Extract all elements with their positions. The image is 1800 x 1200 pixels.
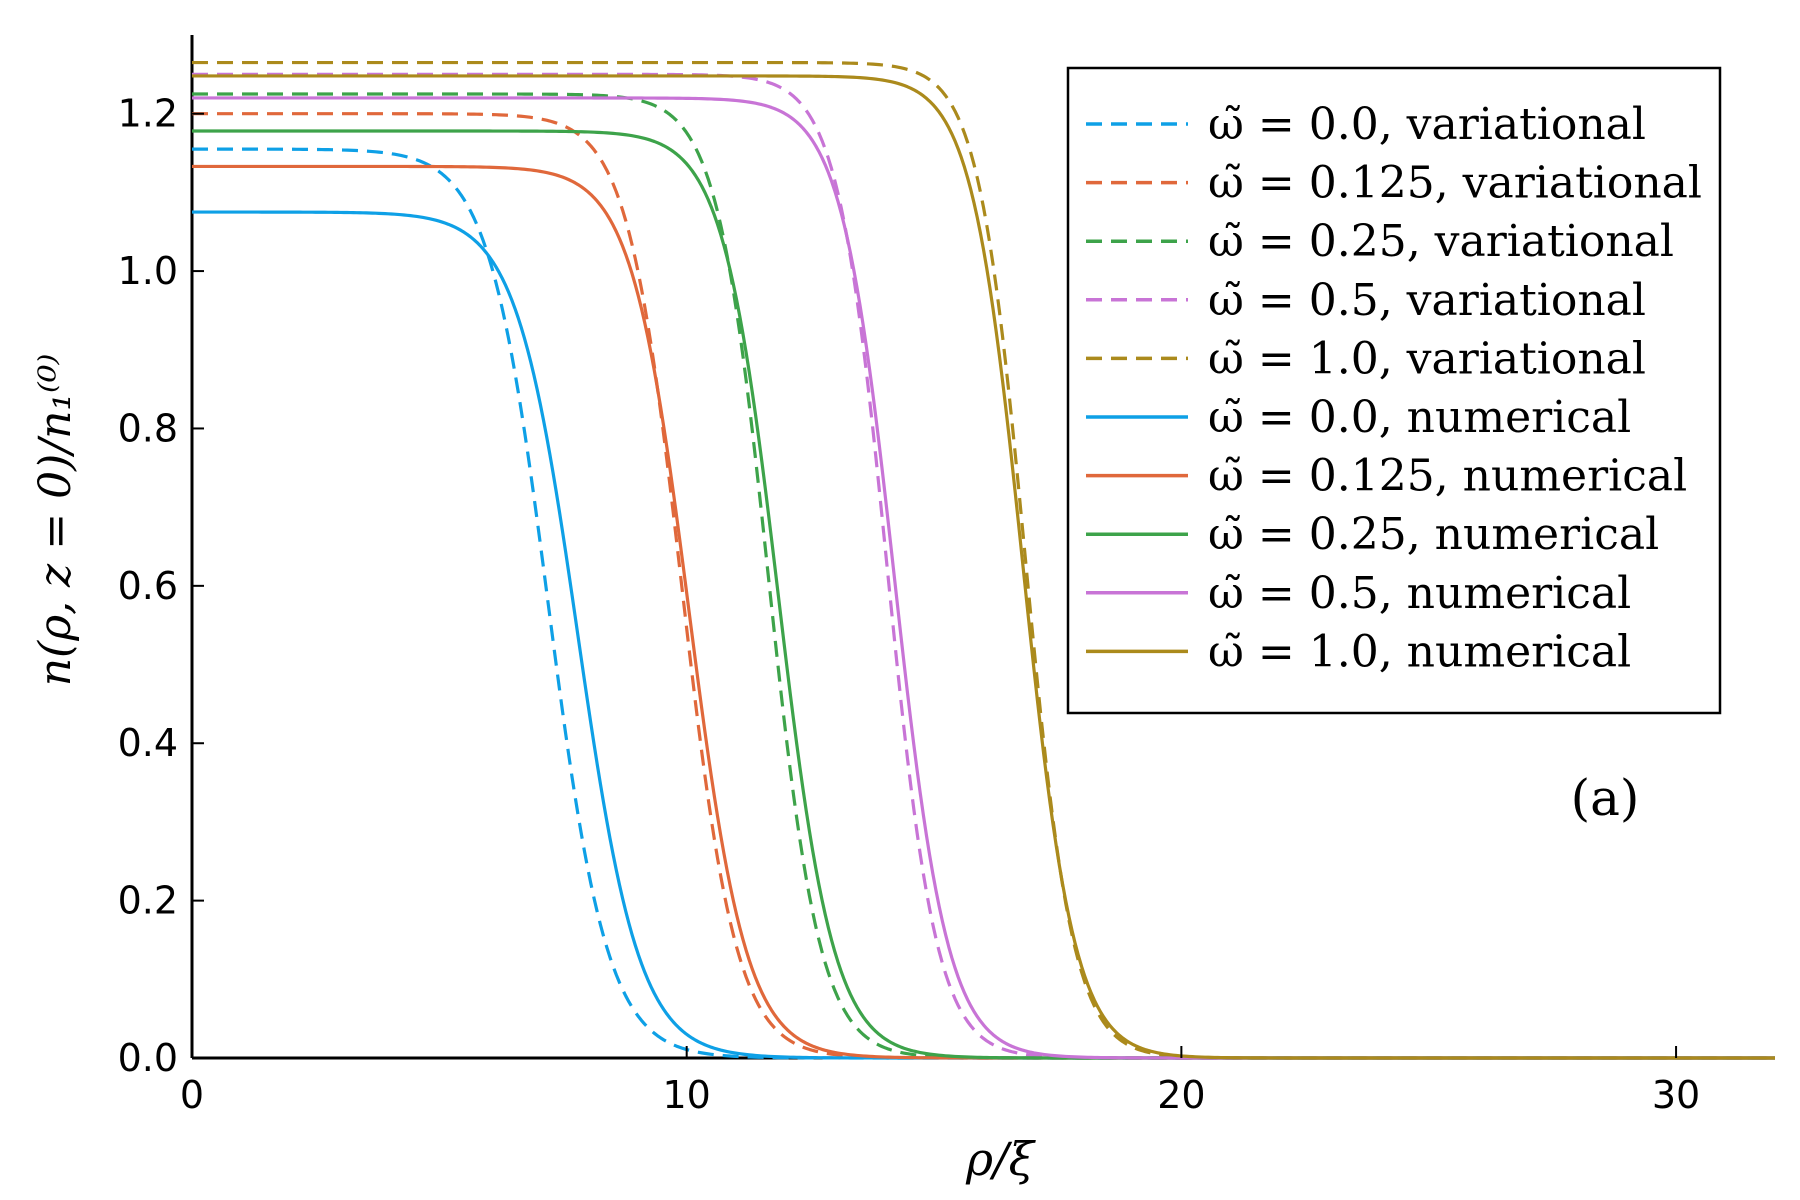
y-axis-label: n(ρ, z = 0)/n₁⁽⁰⁾ xyxy=(30,354,81,687)
legend-entry: ω̃ = 0.5, variational xyxy=(1208,275,1646,326)
x-tick-label: 20 xyxy=(1157,1073,1205,1117)
legend-entry: ω̃ = 1.0, numerical xyxy=(1208,626,1631,677)
legend: ω̃ = 0.0, variational ω̃ = 0.125, variati… xyxy=(1066,66,1722,715)
legend-entry: ω̃ = 0.25, numerical xyxy=(1208,509,1659,560)
panel-label: (a) xyxy=(1571,769,1640,827)
y-tick-label: 1.0 xyxy=(118,249,178,293)
y-tick-label: 0.2 xyxy=(118,879,178,923)
legend-entry: ω̃ = 0.0, numerical xyxy=(1208,392,1631,443)
x-tick-label: 10 xyxy=(663,1073,711,1117)
x-tick-label: 30 xyxy=(1652,1073,1700,1117)
legend-entry: ω̃ = 0.5, numerical xyxy=(1208,568,1631,619)
y-tick-label: 1.2 xyxy=(118,92,178,136)
legend-entry: ω̃ = 0.25, variational xyxy=(1208,216,1674,267)
y-tick-label: 0.8 xyxy=(118,406,178,450)
series-line-numerical xyxy=(192,74,1775,1060)
legend-box xyxy=(1066,66,1722,715)
x-tick-label: 0 xyxy=(180,1073,204,1117)
y-tick-label: 0.0 xyxy=(118,1036,178,1080)
legend-entry: ω̃ = 0.125, numerical xyxy=(1208,451,1687,502)
y-tick-label: 0.4 xyxy=(118,721,178,765)
y-tick-label: 0.6 xyxy=(118,564,178,608)
legend-entry: ω̃ = 0.0, variational xyxy=(1208,99,1646,150)
x-axis-label: ρ/ξ xyxy=(965,1132,1037,1186)
curves xyxy=(192,60,1775,1060)
legend-entry: ω̃ = 0.125, variational xyxy=(1208,158,1702,209)
legend-entry: ω̃ = 1.0, variational xyxy=(1208,333,1646,384)
ticks: 0 10 20 30 0.0 0.2 0.4 0.6 0.8 1.0 1.2 xyxy=(118,92,1701,1117)
